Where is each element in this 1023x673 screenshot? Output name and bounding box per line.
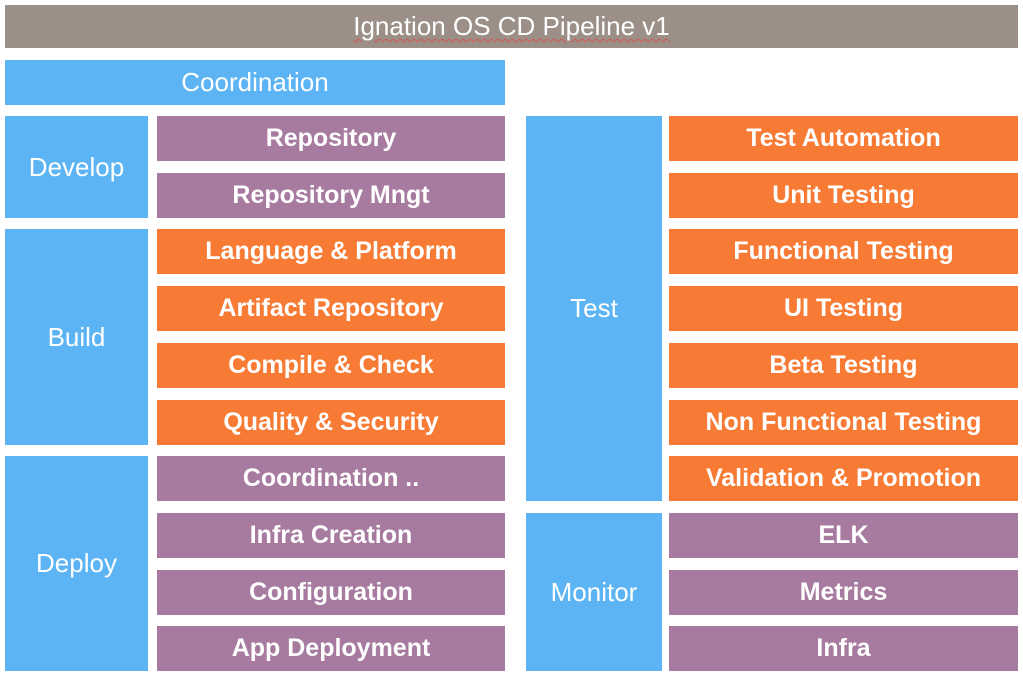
test-item-non-functional-testing: Non Functional Testing [669, 400, 1018, 445]
build-item-language-platform: Language & Platform [157, 229, 505, 274]
coordination-bar: Coordination [5, 60, 505, 105]
page-title: Ignation OS CD Pipeline v1 [5, 5, 1018, 48]
category-monitor: Monitor [526, 513, 662, 671]
develop-item-repository: Repository [157, 116, 505, 161]
test-item-unit-testing: Unit Testing [669, 173, 1018, 218]
test-item-test-automation: Test Automation [669, 116, 1018, 161]
category-test: Test [526, 116, 662, 501]
category-build: Build [5, 229, 148, 445]
deploy-item-infra-creation: Infra Creation [157, 513, 505, 558]
category-deploy: Deploy [5, 456, 148, 671]
build-item-compile-check: Compile & Check [157, 343, 505, 388]
monitor-item-infra: Infra [669, 626, 1018, 671]
monitor-item-metrics: Metrics [669, 570, 1018, 615]
develop-item-repository-mngt: Repository Mngt [157, 173, 505, 218]
test-item-functional-testing: Functional Testing [669, 229, 1018, 274]
build-item-quality-security: Quality & Security [157, 400, 505, 445]
test-item-ui-testing: UI Testing [669, 286, 1018, 331]
category-develop: Develop [5, 116, 148, 218]
build-item-artifact-repository: Artifact Repository [157, 286, 505, 331]
monitor-item-elk: ELK [669, 513, 1018, 558]
deploy-item-app-deployment: App Deployment [157, 626, 505, 671]
test-item-beta-testing: Beta Testing [669, 343, 1018, 388]
deploy-item-coordination: Coordination .. [157, 456, 505, 501]
deploy-item-configuration: Configuration [157, 570, 505, 615]
page-title-text: Ignation OS CD Pipeline v1 [353, 11, 670, 41]
test-item-validation-promotion: Validation & Promotion [669, 456, 1018, 501]
